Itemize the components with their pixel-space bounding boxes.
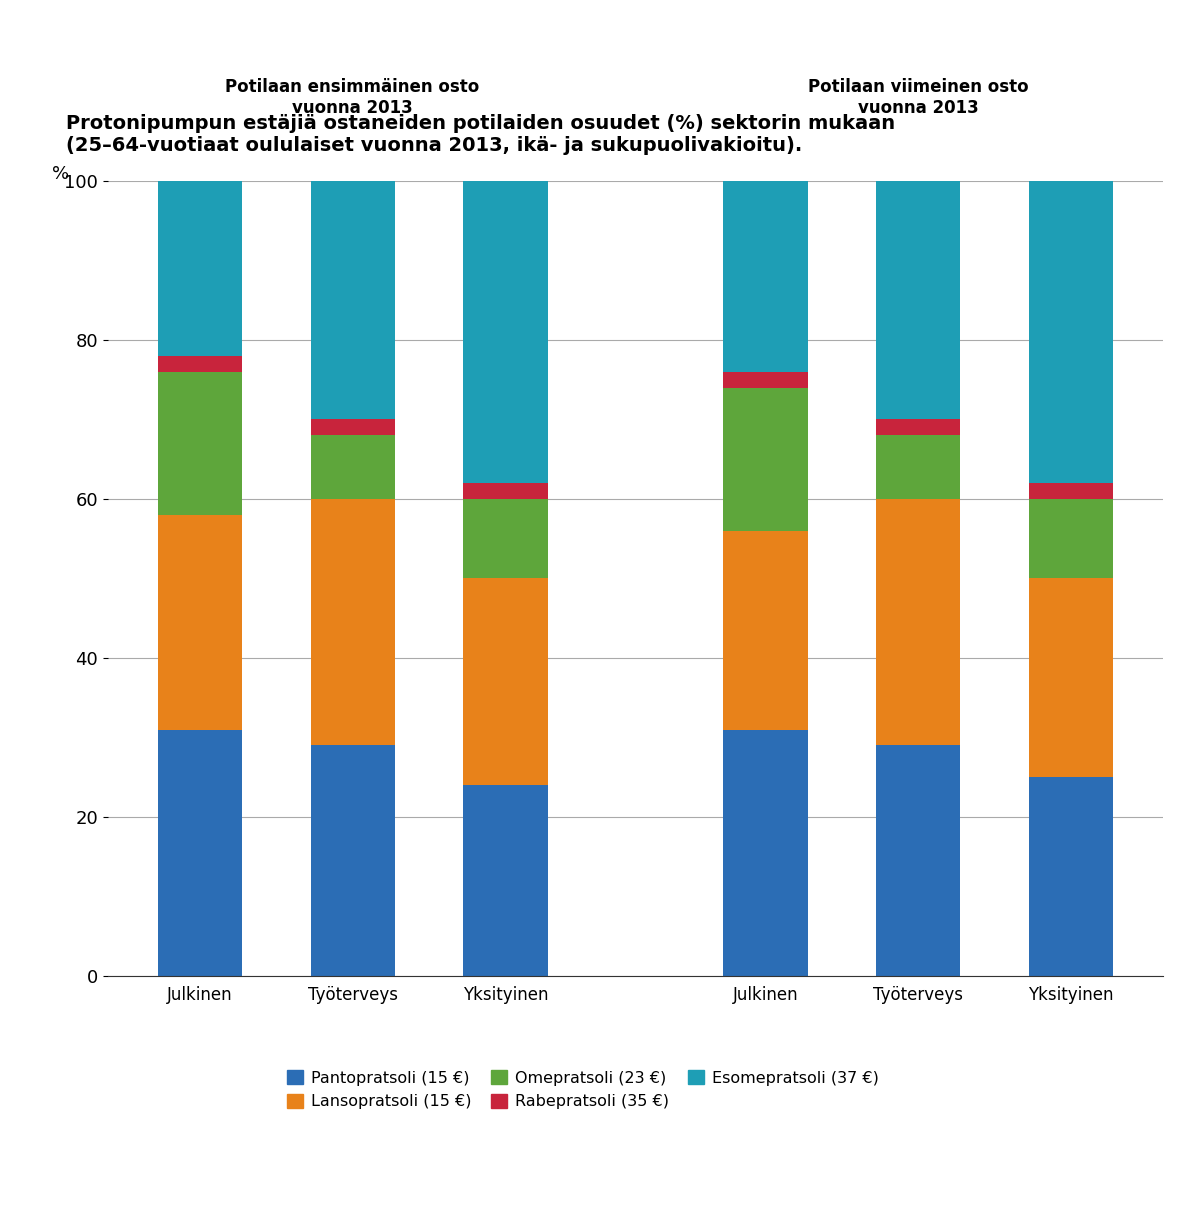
Bar: [876, 499, 960, 746]
Bar: [876, 419, 960, 435]
Bar: [723, 729, 807, 976]
Bar: [157, 181, 242, 355]
Bar: [876, 181, 960, 419]
Bar: [723, 388, 807, 530]
Bar: [1029, 578, 1114, 777]
Bar: [157, 515, 242, 729]
Bar: [311, 746, 394, 976]
Y-axis label: %: %: [52, 165, 70, 183]
Bar: [1029, 499, 1114, 578]
Text: Protonipumpun estäjiä ostaneiden potilaiden osuudet (%) sektorin mukaan
(25–64-v: Protonipumpun estäjiä ostaneiden potilai…: [66, 114, 896, 155]
Bar: [1029, 483, 1114, 499]
Text: Potilaan ensimmäinen osto
vuonna 2013: Potilaan ensimmäinen osto vuonna 2013: [225, 78, 480, 117]
Text: Potilaan viimeinen osto
vuonna 2013: Potilaan viimeinen osto vuonna 2013: [808, 78, 1029, 117]
Bar: [311, 499, 394, 746]
Bar: [876, 746, 960, 976]
Bar: [464, 483, 548, 499]
Bar: [157, 729, 242, 976]
Bar: [1029, 777, 1114, 976]
Bar: [464, 181, 548, 483]
Bar: [311, 419, 394, 435]
Bar: [311, 435, 394, 499]
Bar: [157, 371, 242, 515]
Bar: [311, 181, 394, 419]
Bar: [723, 181, 807, 371]
Bar: [464, 786, 548, 976]
Bar: [157, 355, 242, 371]
Bar: [1029, 181, 1114, 483]
Legend: Pantopratsoli (15 €), Lansopratsoli (15 €), Omepratsoli (23 €), Rabepratsoli (35: Pantopratsoli (15 €), Lansopratsoli (15 …: [281, 1064, 885, 1116]
Bar: [723, 530, 807, 729]
Bar: [876, 435, 960, 499]
Text: KUVIO 2.: KUVIO 2.: [14, 20, 104, 39]
Bar: [723, 371, 807, 388]
Bar: [464, 578, 548, 786]
Bar: [464, 499, 548, 578]
